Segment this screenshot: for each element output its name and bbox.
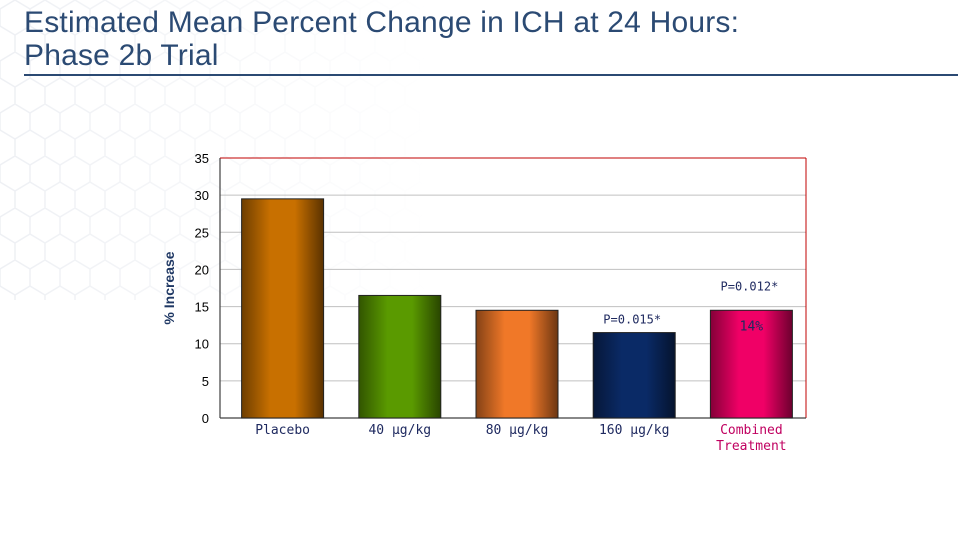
data-label: 14% — [740, 319, 764, 334]
x-category-label: 40 µg/kg — [368, 423, 431, 438]
y-tick-label: 30 — [195, 188, 209, 203]
x-category-label: Placebo — [255, 423, 310, 438]
p-value-annotation: P=0.012* — [721, 279, 779, 293]
y-axis-ticks: 0 5 10 15 20 25 30 35 — [195, 151, 209, 426]
bar — [475, 309, 559, 419]
hexagon-background-pattern — [0, 0, 960, 300]
title-underline — [24, 74, 958, 76]
y-tick-label: 15 — [195, 300, 209, 315]
slide-title: Estimated Mean Percent Change in ICH at … — [24, 6, 739, 72]
slide-title-line2: Phase 2b Trial — [24, 39, 219, 72]
x-category-label: 80 µg/kg — [486, 423, 549, 438]
y-axis-label: % Increase — [161, 251, 177, 324]
x-category-label: 160 µg/kg — [599, 423, 669, 438]
y-tick-label: 5 — [202, 374, 209, 389]
slide-title-line1: Estimated Mean Percent Change in ICH at … — [24, 6, 740, 39]
bar — [709, 309, 793, 419]
y-tick-label: 25 — [195, 225, 209, 240]
bar — [358, 294, 442, 419]
labels: Placebo 40 µg/kg 80 µg/kg 160 µg/kg Combined… — [255, 279, 786, 454]
y-tick-label: 20 — [195, 262, 209, 277]
y-tick-label: 10 — [195, 337, 209, 352]
p-value-annotation: P=0.015* — [603, 313, 661, 327]
bar — [592, 332, 676, 419]
bars — [241, 198, 793, 419]
y-tick-label: 0 — [202, 411, 209, 426]
bar — [241, 198, 325, 419]
y-tick-label: 35 — [195, 151, 209, 166]
x-category-label: Combined Treatment — [716, 423, 786, 454]
